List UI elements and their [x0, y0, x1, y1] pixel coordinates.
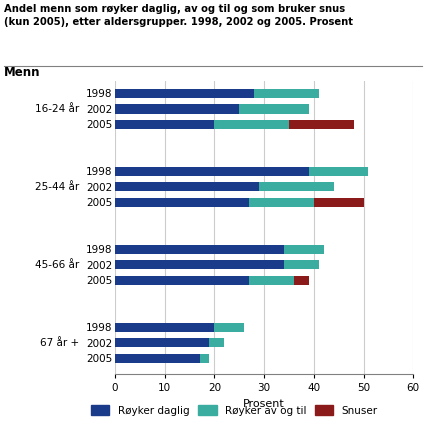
- Text: 25-44 år: 25-44 år: [35, 182, 79, 192]
- Bar: [115, 244, 284, 254]
- Bar: [115, 182, 259, 192]
- Bar: [214, 120, 289, 129]
- Bar: [115, 104, 239, 113]
- Bar: [259, 182, 334, 192]
- Bar: [249, 276, 294, 285]
- Bar: [284, 244, 324, 254]
- Text: 45-66 år: 45-66 år: [35, 260, 79, 270]
- Bar: [115, 167, 309, 176]
- Bar: [115, 354, 199, 363]
- Bar: [289, 120, 354, 129]
- Bar: [254, 88, 319, 98]
- Bar: [214, 323, 244, 332]
- Bar: [249, 198, 314, 207]
- Legend: Røyker daglig, Røyker av og til, Snuser: Røyker daglig, Røyker av og til, Snuser: [86, 401, 382, 420]
- Bar: [115, 338, 210, 348]
- Bar: [115, 323, 214, 332]
- Bar: [115, 260, 284, 269]
- Bar: [115, 276, 249, 285]
- Text: Andel menn som røyker daglig, av og til og som bruker snus
(kun 2005), etter ald: Andel menn som røyker daglig, av og til …: [4, 4, 353, 27]
- Bar: [314, 198, 363, 207]
- Text: Menn: Menn: [4, 66, 41, 79]
- Text: 16-24 år: 16-24 år: [35, 104, 79, 114]
- Bar: [115, 198, 249, 207]
- Text: 67 år +: 67 år +: [40, 338, 79, 348]
- Bar: [115, 88, 254, 98]
- X-axis label: Prosent: Prosent: [243, 399, 285, 408]
- Bar: [294, 276, 309, 285]
- Bar: [115, 120, 214, 129]
- Bar: [239, 104, 309, 113]
- Bar: [199, 354, 210, 363]
- Bar: [284, 260, 319, 269]
- Bar: [309, 167, 368, 176]
- Bar: [210, 338, 225, 348]
